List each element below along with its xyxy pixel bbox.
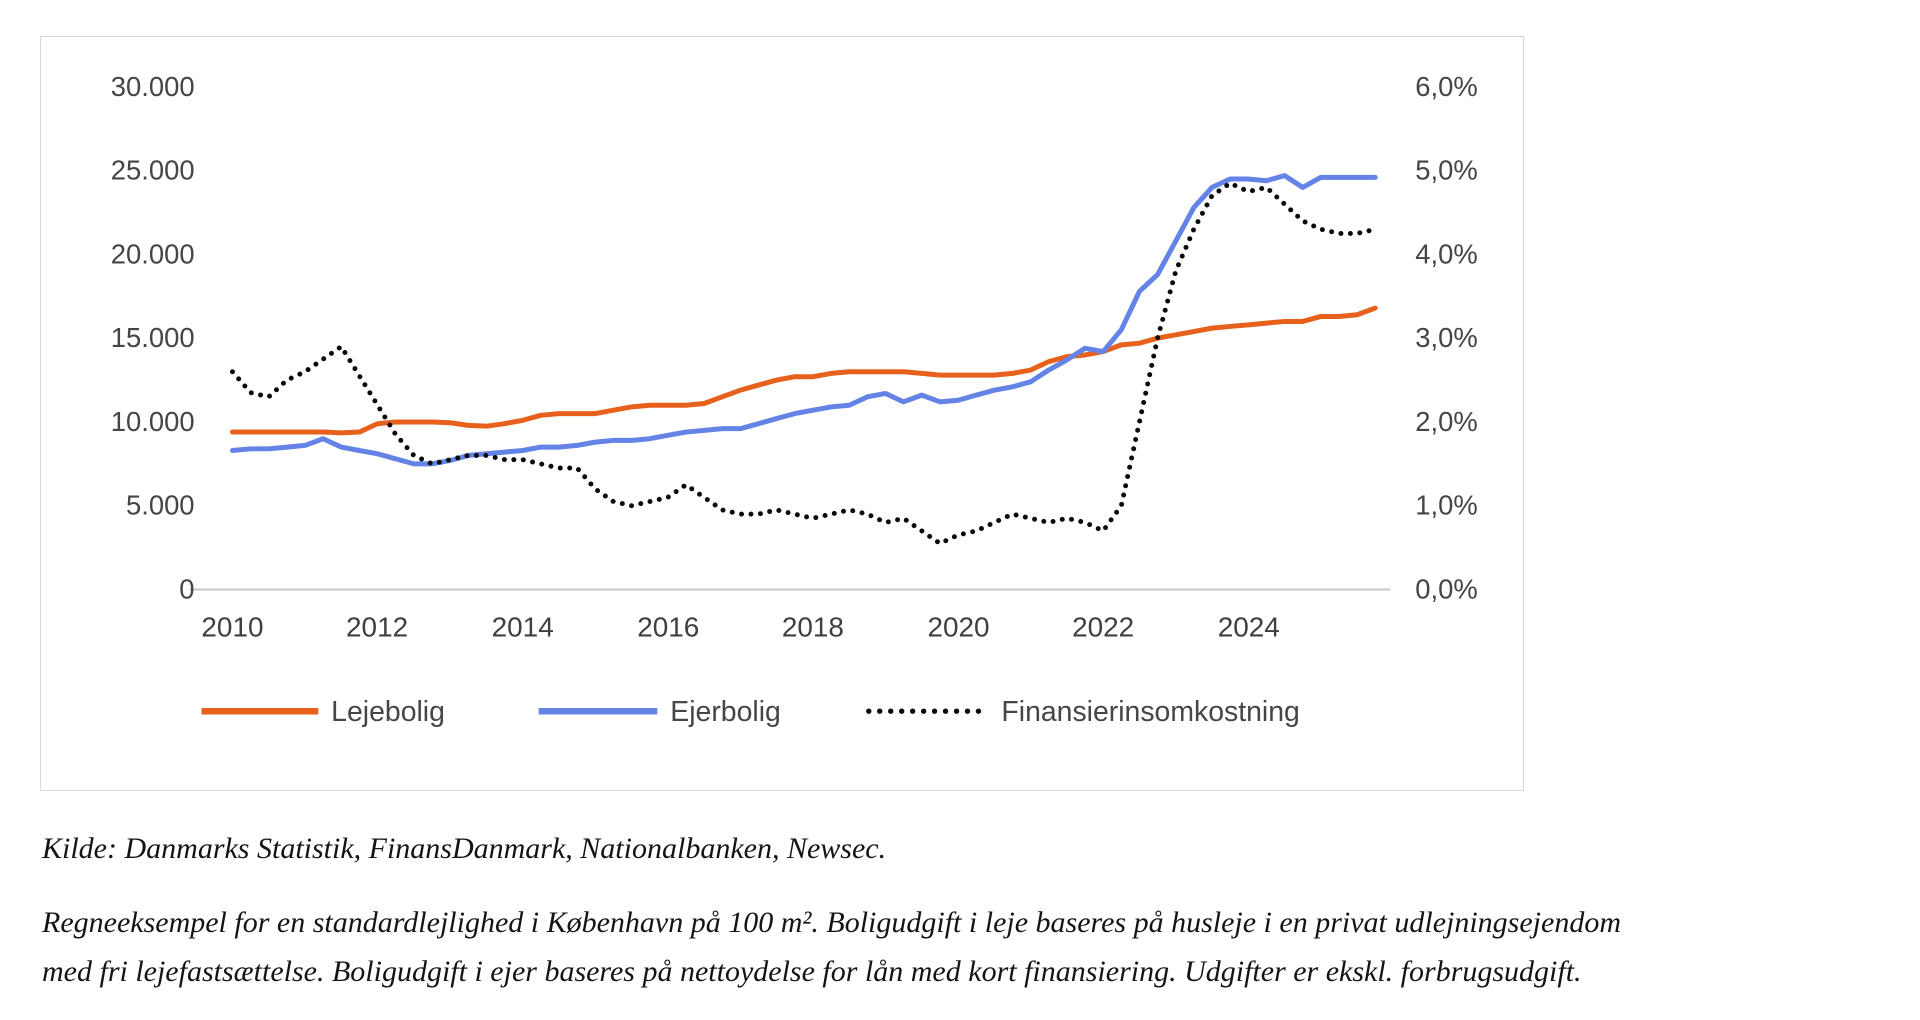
left-axis: 30.000 25.000 20.000 15.000 10.000 5.000… [111,71,195,605]
left-axis-tick: 5.000 [126,490,195,521]
left-axis-tick: 25.000 [111,155,195,186]
ejerbolig-line [229,173,1378,467]
right-axis: 6,0% 5,0% 4,0% 3,0% 2,0% 1,0% 0,0% [1415,71,1477,605]
x-axis-tick: 2020 [927,611,989,642]
lejebolig-line [229,305,1378,436]
chart-svg: 30.000 25.000 20.000 15.000 10.000 5.000… [111,71,1478,728]
x-axis-tick: 2016 [637,611,699,642]
x-axis-tick: 2014 [492,611,554,642]
lejebolig-legend-label: Lejebolig [331,696,445,728]
chart-card: 30.000 25.000 20.000 15.000 10.000 5.000… [40,36,1524,791]
finansieringsomkostning-line [229,180,1378,546]
finansieringsomkostning-legend-label: Finansierinsomkostning [1001,696,1299,728]
left-axis-tick: 30.000 [111,71,195,102]
right-axis-tick: 1,0% [1415,490,1477,521]
x-axis-tick: 2024 [1218,611,1280,642]
note-line-1: Regneeksempel for en standardlejlighed i… [42,906,1621,939]
x-axis-tick: 2018 [782,611,844,642]
x-axis-tick: 2022 [1072,611,1134,642]
left-axis-tick: 0 [179,574,194,605]
note-line-2: med fri lejefastsættelse. Boligudgift i … [42,955,1582,988]
right-axis-tick: 0,0% [1415,574,1477,605]
right-axis-tick: 3,0% [1415,322,1477,353]
right-axis-tick: 2,0% [1415,406,1477,437]
left-axis-tick: 10.000 [111,406,195,437]
right-axis-tick: 4,0% [1415,238,1477,269]
left-axis-tick: 15.000 [111,322,195,353]
source-text: Kilde: Danmarks Statistik, FinansDanmark… [42,832,887,865]
right-axis-tick: 5,0% [1415,155,1477,186]
right-axis-tick: 6,0% [1415,71,1477,102]
x-axis-tick: 2010 [201,611,263,642]
chart-legend: Lejebolig Ejerbolig Finansierinsomkostni… [201,696,1300,728]
ejerbolig-legend-label: Ejerbolig [670,696,781,728]
note-text: Regneeksempel for en standardlejlighed i… [42,898,1917,996]
x-axis: 2010 2012 2014 2016 2018 2020 2022 2024 [201,611,1279,642]
left-axis-tick: 20.000 [111,238,195,269]
x-axis-tick: 2012 [346,611,408,642]
